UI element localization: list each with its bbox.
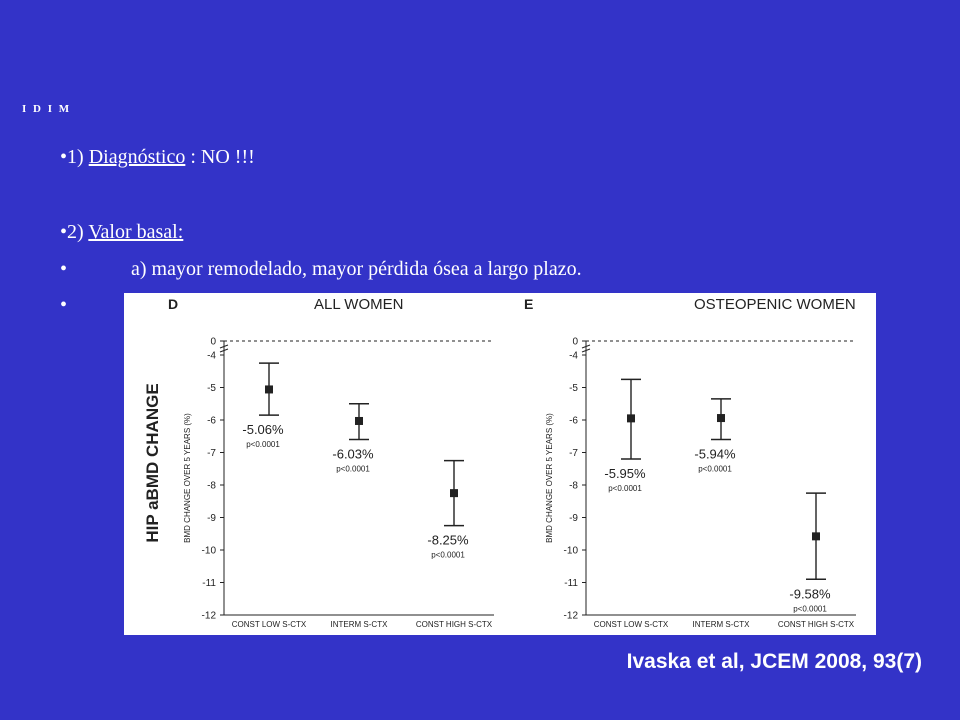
value-label: -5.95% [604,466,646,481]
x-category-label: CONST LOW S-CTX [594,620,669,629]
y-tick-label: -5 [207,383,216,394]
p-value-label: p<0.0001 [793,604,827,613]
axis-break-mark [219,344,229,349]
x-category-label: CONST HIGH S-CTX [778,620,855,629]
y-axis-title: BMD CHANGE OVER 5 YEARS (%) [545,413,554,543]
axis-break-mark [581,344,591,349]
panel-letter: E [524,296,533,312]
y-tick-label: -9 [207,513,216,524]
bullet-text: a) mayor remodelado, mayor pérdida ósea … [131,258,582,280]
bullet-diagnostico: •1) Diagnóstico : NO !!! [60,146,255,169]
y-tick-label: -8 [569,481,578,492]
y-tick-label: -12 [564,611,579,622]
axis-break-mark [219,348,229,353]
value-label: -5.94% [694,447,736,462]
bullet-underlined: Diagnóstico [88,146,186,168]
y-tick-label: 0 [210,337,216,348]
x-category-label: INTERM S-CTX [693,620,751,629]
y-tick-label: -4 [207,351,216,362]
data-point [812,532,820,541]
data-point [627,414,635,423]
y-tick-label: -7 [569,448,578,459]
data-point [265,385,273,394]
bullet-empty: • [60,294,67,317]
bullet-prefix: 1) [67,146,89,168]
x-category-label: CONST HIGH S-CTX [416,620,493,629]
y-tick-label: -9 [569,513,578,524]
panel-title: OSTEOPENIC WOMEN [694,296,856,313]
y-tick-label: -12 [202,611,217,622]
panel-title: ALL WOMEN [314,296,403,313]
bmd-change-figure: HIP aBMD CHANGE D ALL WOMEN 0 -4 -5 -6 -7 -8 -9 -… [143,296,856,629]
y-tick-label: 0 [572,337,578,348]
bullet-marker: • [60,294,68,316]
y-tick-label: -11 [564,578,578,589]
p-value-label: p<0.0001 [431,551,465,560]
y-tick-label: -7 [207,448,216,459]
y-tick-label: -6 [569,416,578,427]
bullet-prefix: 2) [67,221,89,243]
p-value-label: p<0.0001 [336,465,370,474]
x-category-label: INTERM S-CTX [331,620,389,629]
figure-panel: HIP aBMD CHANGE D ALL WOMEN 0 -4 -5 -6 -7 -8 -9 -… [124,293,876,635]
data-point [355,416,363,425]
y-tick-label: -5 [569,383,578,394]
bullet-marker: • [60,146,68,168]
y-axis-title: BMD CHANGE OVER 5 YEARS (%) [183,413,192,543]
bullet-marker: • [60,221,68,243]
panel-letter: D [168,296,178,312]
p-value-label: p<0.0001 [698,465,732,474]
citation: Ivaska et al, JCEM 2008, 93(7) [626,650,922,673]
p-value-label: p<0.0001 [246,440,280,449]
y-tick-label: -10 [564,546,579,557]
data-point [450,489,458,498]
bullet-valor-basal: •2) Valor basal: [60,221,183,244]
y-tick-label: -8 [207,481,216,492]
slide-tag: I D I M [22,103,72,115]
bullet-suffix: : NO !!! [185,146,255,168]
p-value-label: p<0.0001 [608,484,642,493]
bullet-underlined: Valor basal: [88,221,184,243]
value-label: -5.06% [242,422,284,437]
y-tick-label: -10 [202,546,217,557]
bullet-marker: • [60,258,68,280]
axis-break-mark [581,348,591,353]
value-label: -8.25% [427,533,469,548]
figure-left-ylabel: HIP aBMD CHANGE [143,383,162,542]
value-label: -9.58% [789,586,831,601]
data-point [717,414,725,423]
y-tick-label: -6 [207,416,216,427]
x-category-label: CONST LOW S-CTX [232,620,307,629]
y-tick-label: -4 [569,351,578,362]
bullet-remodelado: • a) mayor remodelado, mayor pérdida ósea… [60,258,582,281]
value-label: -6.03% [332,447,374,462]
y-tick-label: -11 [202,578,216,589]
